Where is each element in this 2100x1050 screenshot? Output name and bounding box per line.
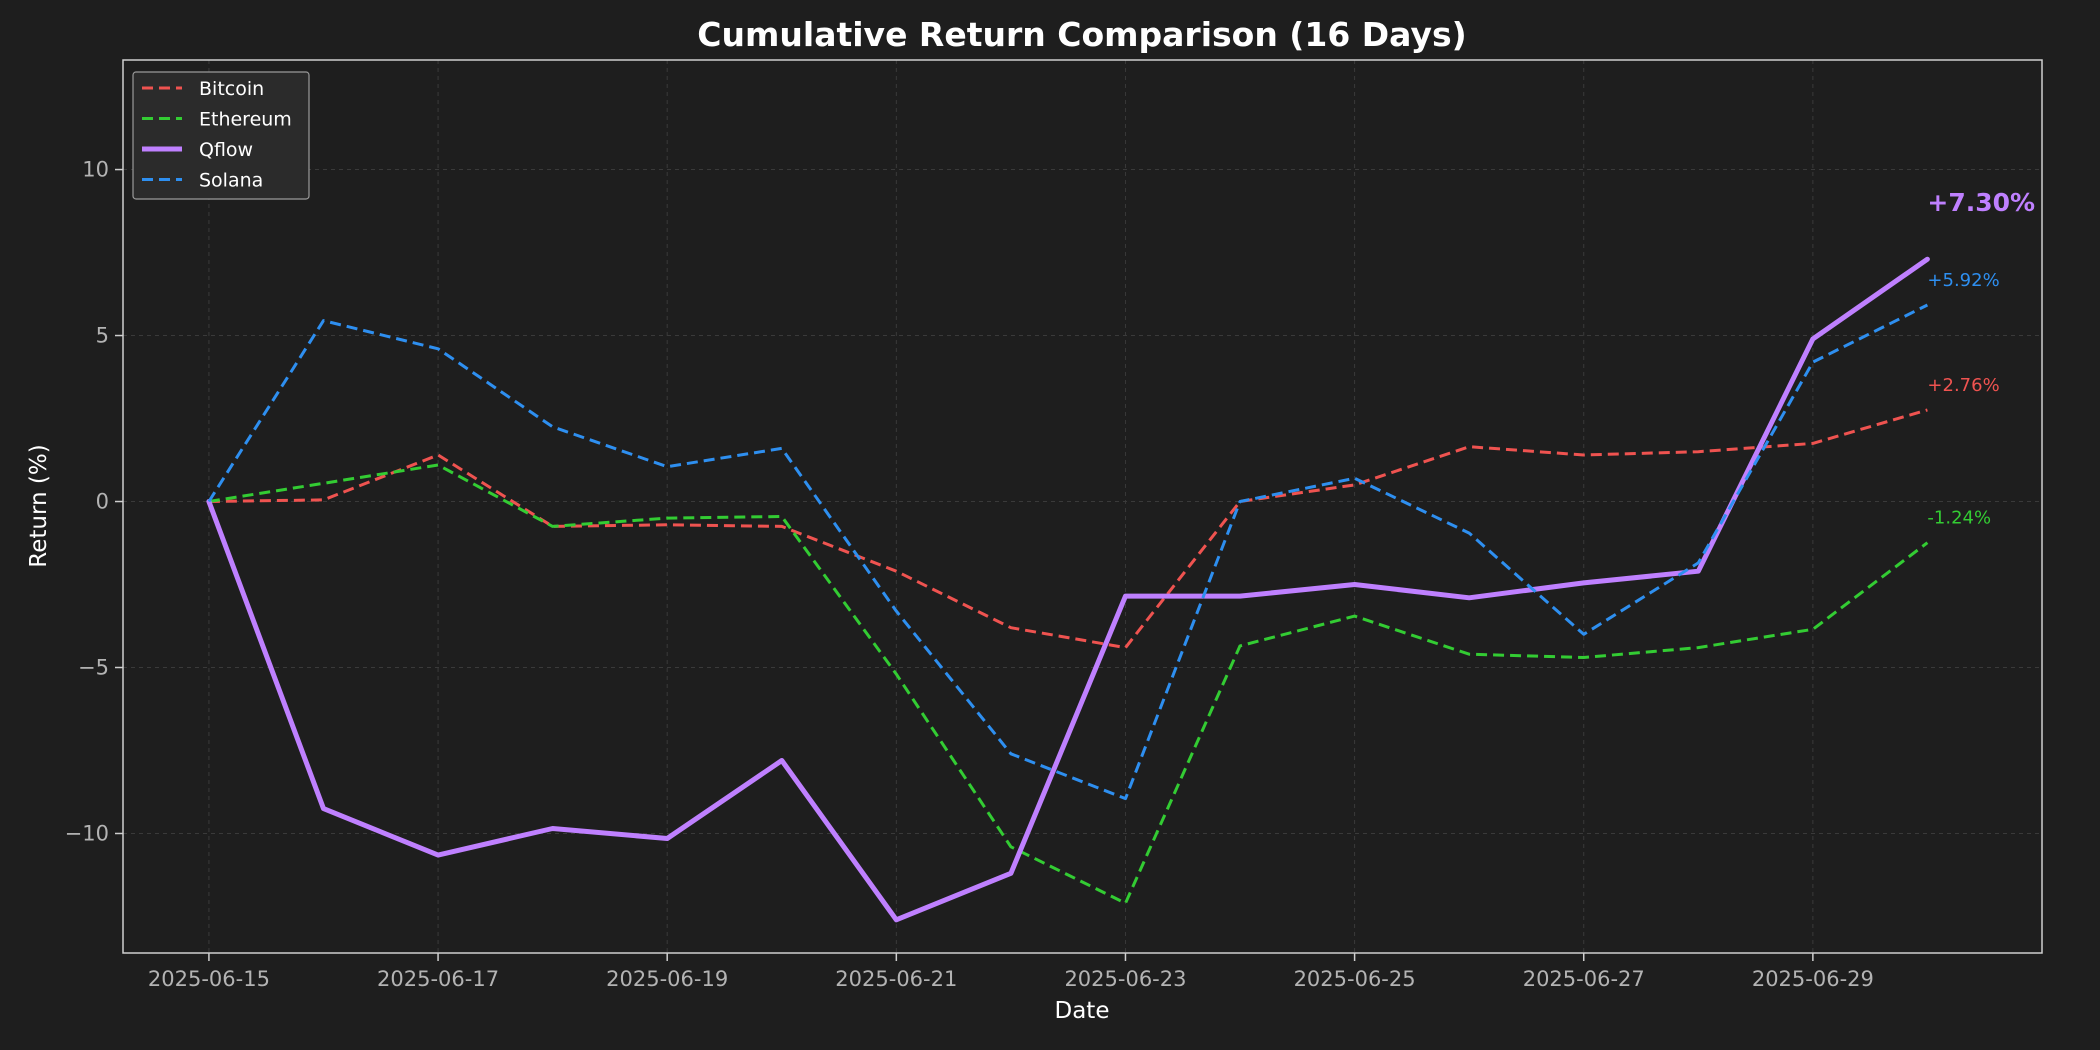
y-axis-label: Return (%) <box>26 444 52 567</box>
axis-layer: 2025-06-15 2025-06-17 2025-06-19 2025-06-21… <box>65 158 1874 991</box>
chart-title: Cumulative Return Comparison (16 Days) <box>697 15 1466 54</box>
x-tick-label: 2025-06-21 <box>835 967 957 991</box>
legend-label-solana: Solana <box>199 170 263 192</box>
y-tick-label: 10 <box>82 158 109 182</box>
x-tick-label: 2025-06-27 <box>1523 967 1645 991</box>
legend-entries: Bitcoin Ethereum Qflow Solana <box>142 78 292 192</box>
legend-label-bitcoin: Bitcoin <box>199 78 264 100</box>
legend-box <box>132 71 310 200</box>
series-line-solana <box>207 303 1929 801</box>
x-axis-label: Date <box>1055 998 1110 1024</box>
end-label-layer: +2.76% -1.24% +7.30% +5.92% <box>1927 188 2035 529</box>
y-tick-label: −5 <box>78 656 109 680</box>
end-label-solana: +5.92% <box>1927 270 1999 291</box>
legend-label-qflow: Qflow <box>199 139 253 161</box>
y-tick-label: −10 <box>65 821 109 845</box>
x-tick-label: 2025-06-17 <box>377 967 499 991</box>
x-tick-label: 2025-06-25 <box>1294 967 1416 991</box>
x-tick-label: 2025-06-29 <box>1752 967 1874 991</box>
legend: Bitcoin Ethereum Qflow Solana <box>132 71 310 200</box>
series-line-bitcoin <box>208 408 1928 650</box>
y-tick-label: 5 <box>96 324 109 348</box>
plot-frame <box>122 59 2043 954</box>
end-label-bitcoin: +2.76% <box>1927 375 1999 396</box>
grid-layer <box>123 60 2042 953</box>
legend-label-ethereum: Ethereum <box>199 109 292 131</box>
end-label-ethereum: -1.24% <box>1927 508 1991 529</box>
y-tick-label: 0 <box>96 490 109 514</box>
series-line-ethereum <box>208 463 1929 905</box>
x-tick-label: 2025-06-15 <box>148 967 270 991</box>
series-layer <box>206 256 1930 923</box>
series-line-qflow <box>206 256 1930 923</box>
end-label-qflow: +7.30% <box>1927 188 2035 217</box>
x-tick-label: 2025-06-19 <box>606 967 728 991</box>
x-tick-label: 2025-06-23 <box>1064 967 1186 991</box>
